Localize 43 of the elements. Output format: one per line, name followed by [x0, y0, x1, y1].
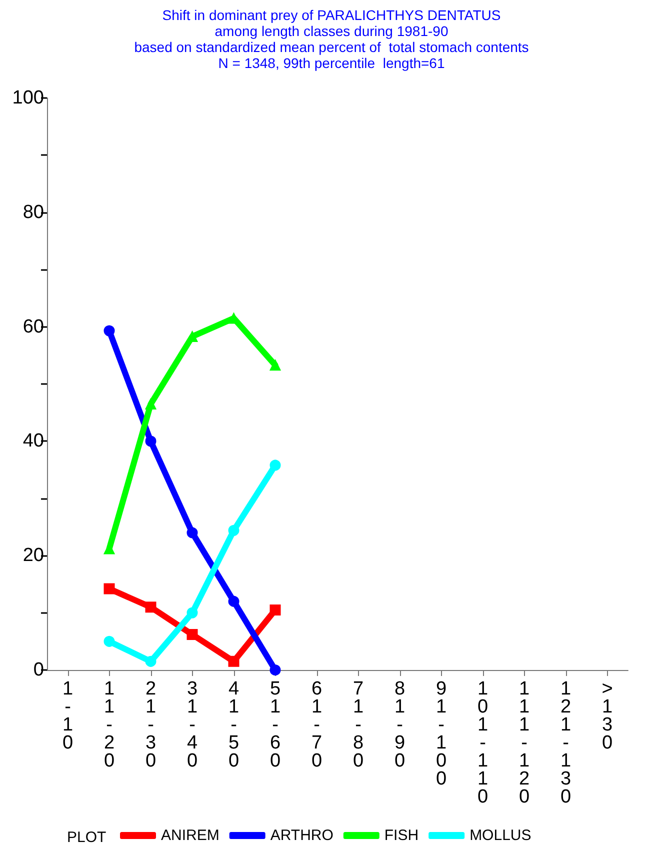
- x-tick-label: 111-120: [518, 678, 530, 808]
- x-tick-label: 81-90: [394, 678, 406, 772]
- x-tick-label: >130: [602, 678, 613, 754]
- legend-title: PLOT: [67, 829, 106, 846]
- point: [145, 436, 156, 447]
- point: [104, 325, 115, 336]
- point: [228, 524, 240, 536]
- point: [145, 398, 156, 410]
- point: [228, 596, 240, 607]
- y-tick-label: 80: [22, 202, 44, 223]
- y-tick-label: 0: [33, 660, 44, 680]
- x-tick-label: 31-40: [186, 678, 198, 772]
- point: [270, 664, 281, 676]
- point: [104, 583, 115, 594]
- x-tick-label: 61-70: [311, 678, 322, 772]
- point: [270, 460, 281, 471]
- point: [186, 629, 198, 640]
- legend-label: ANIREM: [161, 827, 220, 844]
- x-tick-label: 11-20: [104, 678, 115, 772]
- x-tick-label: 51-60: [270, 678, 281, 772]
- legend-label: MOLLUS: [470, 827, 532, 844]
- point: [186, 607, 198, 618]
- x-tick-label: 21-30: [145, 678, 156, 772]
- point: [270, 360, 281, 371]
- x-tick-label: 101-110: [477, 678, 488, 808]
- legend-label: FISH: [384, 827, 419, 844]
- point: [145, 602, 156, 613]
- x-tick-label: 121-130: [560, 678, 572, 808]
- legend-label: ARTHRO: [270, 827, 334, 844]
- y-tick-label: 60: [22, 316, 44, 338]
- point: [186, 527, 198, 538]
- point: [270, 604, 281, 616]
- x-tick-label: 41-50: [228, 678, 240, 772]
- point: [104, 636, 115, 647]
- point: [145, 656, 156, 667]
- x-tick-label: 91-100: [436, 678, 447, 790]
- chart-title: Shift in dominant prey of PARALICHTHYS DENTATUS among length classes during 1981-90 based on standardized mean percent of total stomach contents N = 1348, 99th percentile length=61: [134, 7, 529, 71]
- y-tick-label: 20: [22, 545, 44, 566]
- y-tick-label: 40: [22, 430, 44, 452]
- x-tick-label: 1-10: [62, 678, 74, 754]
- point: [228, 656, 240, 667]
- x-tick-label: 71-80: [352, 678, 364, 772]
- y-tick-label: 100: [12, 88, 44, 108]
